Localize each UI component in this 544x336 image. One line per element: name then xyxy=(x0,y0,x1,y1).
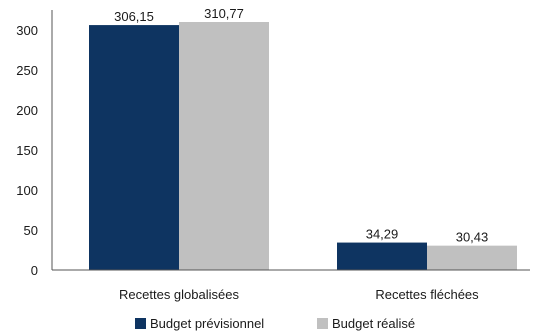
data-label: 30,43 xyxy=(456,230,489,245)
bar-budget-realise-0 xyxy=(179,22,269,270)
y-tick-label: 100 xyxy=(16,183,38,198)
legend-label: Budget prévisionnel xyxy=(150,316,264,331)
data-label: 306,15 xyxy=(114,9,154,24)
data-label: 34,29 xyxy=(366,227,399,242)
y-tick-label: 0 xyxy=(31,263,38,278)
bar-budget-realise-1 xyxy=(427,245,517,270)
data-label: 310,77 xyxy=(204,6,244,21)
y-tick-label: 250 xyxy=(16,63,38,78)
x-category-label: Recettes fléchées xyxy=(375,287,479,302)
y-tick-label: 150 xyxy=(16,143,38,158)
legend-swatch-1 xyxy=(317,318,328,329)
legend-swatch-0 xyxy=(135,318,146,329)
y-tick-label: 50 xyxy=(24,223,38,238)
y-tick-label: 200 xyxy=(16,103,38,118)
bar-budget-previsionnel-1 xyxy=(337,242,427,270)
y-tick-label: 300 xyxy=(16,23,38,38)
x-category-label: Recettes globalisées xyxy=(119,287,239,302)
legend-label: Budget réalisé xyxy=(332,316,415,331)
bar-budget-previsionnel-0 xyxy=(89,25,179,270)
